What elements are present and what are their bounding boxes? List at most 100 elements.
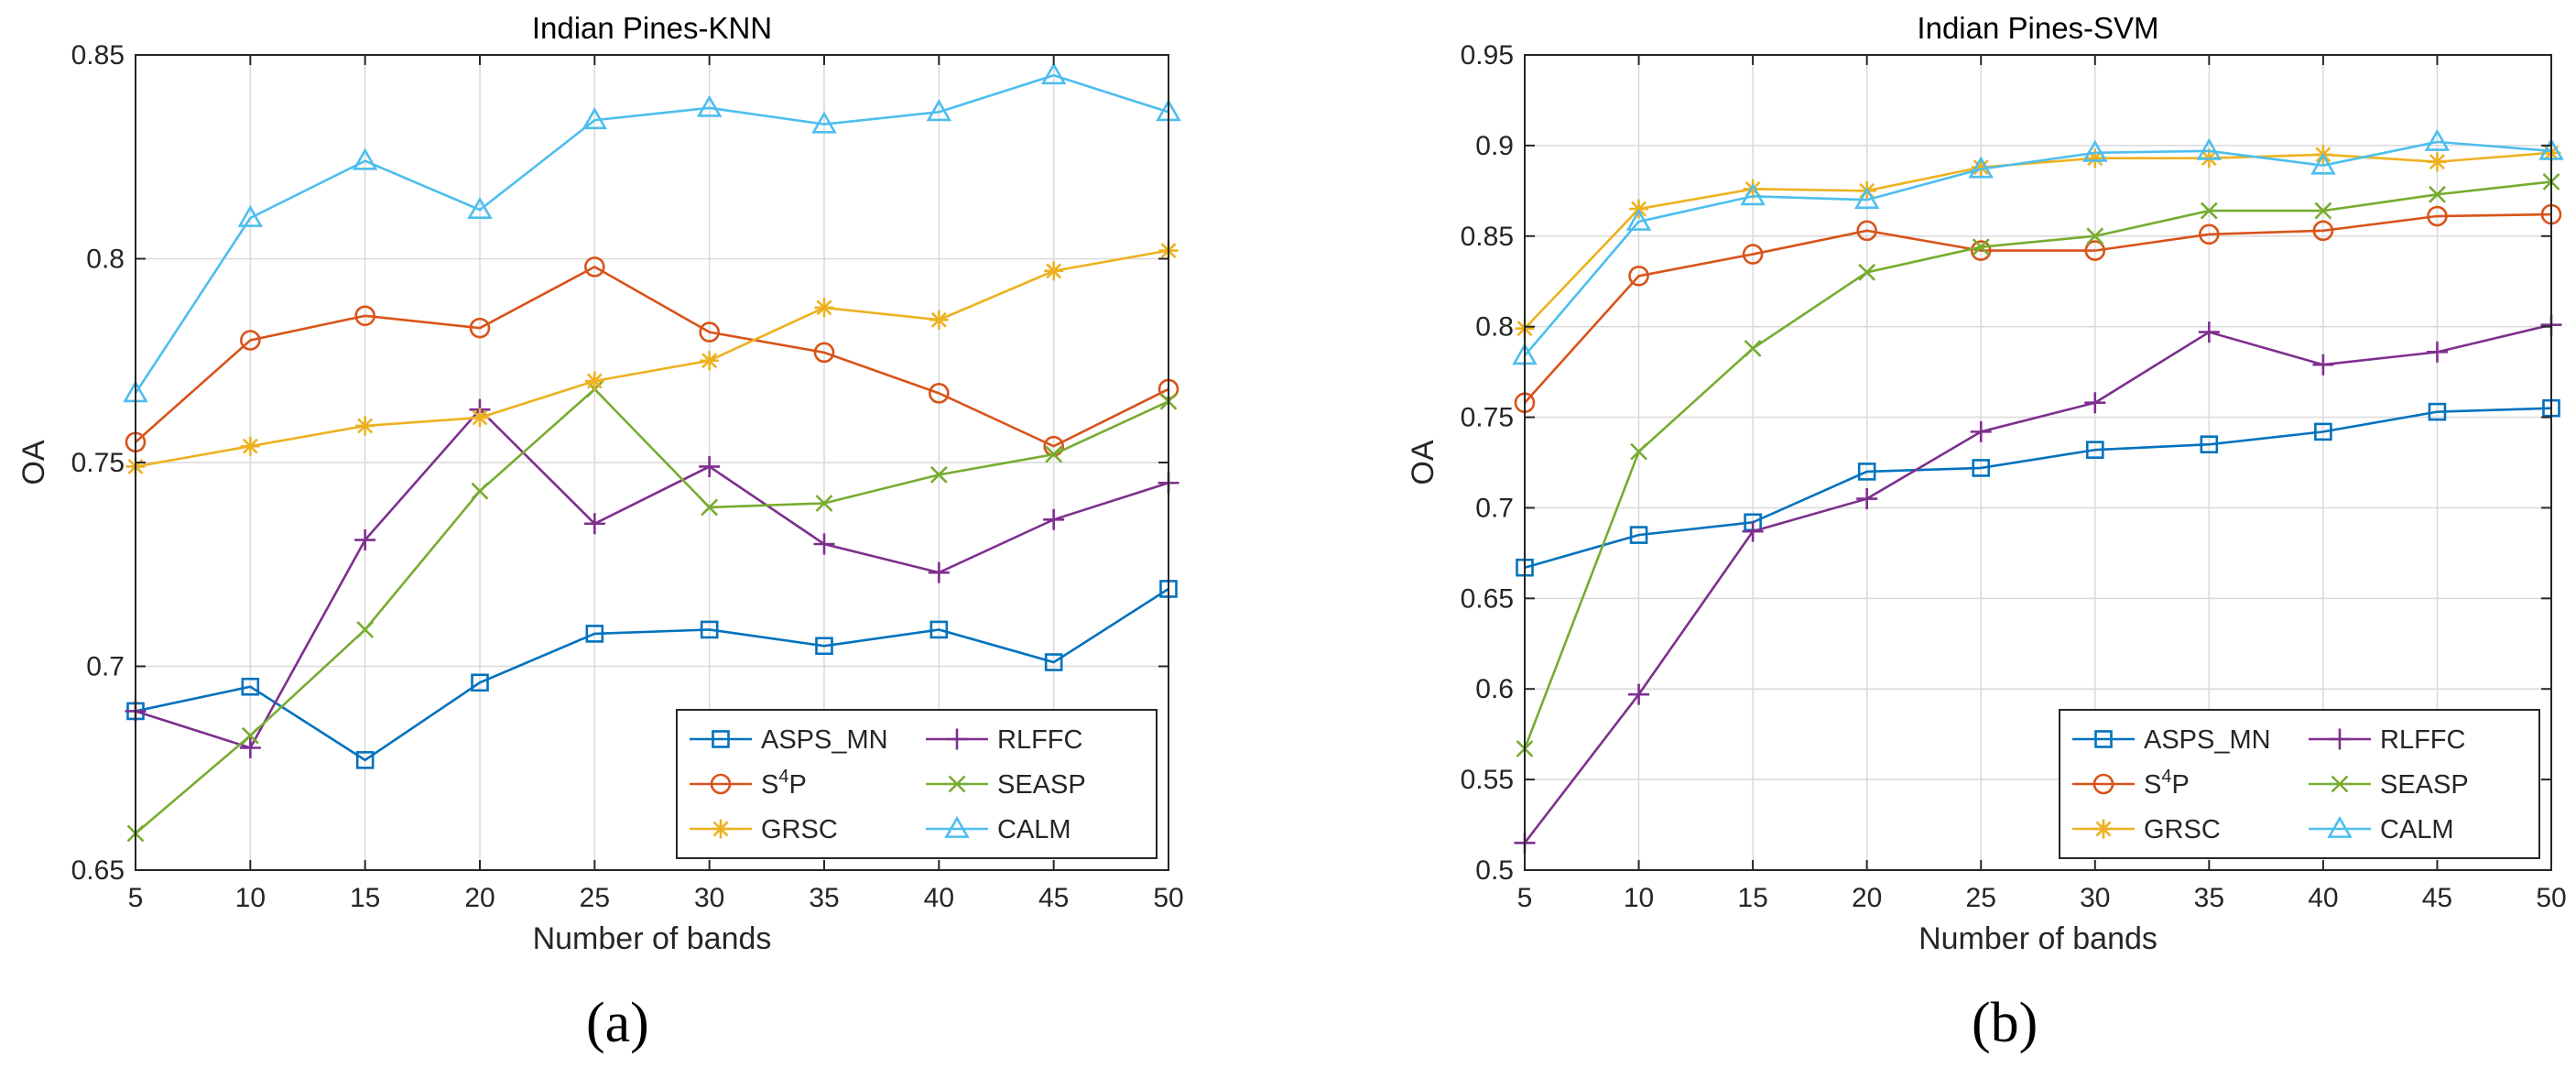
point-0-CALM-6 — [811, 111, 837, 134]
x-tick-label-1-9: 50 — [2536, 883, 2566, 913]
point-0-ASPS_MN-8 — [1044, 653, 1063, 671]
point-0-S4P-1 — [240, 330, 261, 351]
point-0-SEASP-5 — [701, 498, 719, 517]
legend-label-main: GRSC — [2144, 815, 2221, 844]
legend-label-1-CALM: CALM — [2380, 815, 2454, 844]
series-line-1-ASPS_MN — [1524, 407, 2552, 569]
point-1-ASPS_MN-6 — [2200, 435, 2219, 454]
y-tick-label-1-5: 0.75 — [1461, 403, 1514, 433]
point-1-ASPS_MN-8 — [2428, 402, 2447, 421]
point-0-S4P-3 — [469, 317, 491, 339]
y-tick-label-1-4: 0.7 — [1475, 493, 1514, 523]
point-0-ASPS_MN-1 — [241, 677, 260, 696]
legend-label-main: S — [761, 770, 778, 800]
point-0-GRSC-1 — [240, 436, 260, 456]
point-1-S4P-5 — [2084, 240, 2106, 261]
point-0-S4P-2 — [354, 305, 375, 327]
point-1-GRSC-8 — [2427, 152, 2447, 172]
point-0-ASPS_MN-2 — [355, 751, 375, 769]
legend-marker-1-GRSC — [2093, 819, 2114, 839]
point-1-RLFFC-2 — [1742, 520, 1764, 542]
legend-0: ASPS_MN RLFFC S4P SEASP GRSC CALM — [676, 709, 1158, 859]
legend-label-main: RLFFC — [997, 725, 1082, 755]
point-1-S4P-1 — [1628, 265, 1649, 287]
series-line-1-S4P — [1524, 212, 2552, 404]
x-tick-label-0-5: 30 — [694, 883, 724, 913]
legend-label-tail: P — [788, 770, 806, 800]
series-line-0-S4P — [135, 265, 1169, 448]
y-tick-label-0-3: 0.8 — [86, 245, 125, 275]
y-tick-label-1-0: 0.5 — [1475, 855, 1514, 886]
point-1-SEASP-8 — [2429, 185, 2446, 203]
point-0-CALM-1 — [237, 204, 264, 227]
legend-label-main: SEASP — [997, 770, 1086, 800]
legend-label-tail: P — [2171, 770, 2189, 800]
x-tick-label-1-3: 20 — [1852, 883, 1882, 913]
point-0-SEASP-3 — [471, 482, 489, 500]
point-0-SEASP-1 — [241, 726, 259, 745]
point-1-RLFFC-1 — [1628, 683, 1650, 705]
point-0-SEASP-8 — [1045, 445, 1063, 463]
legend-label-superscript: 4 — [2161, 767, 2171, 787]
point-0-RLFFC-8 — [1043, 508, 1065, 530]
point-1-CALM-3 — [1853, 187, 1880, 210]
point-0-CALM-3 — [467, 196, 493, 220]
legend-label-main: RLFFC — [2380, 725, 2465, 755]
point-0-GRSC-7 — [929, 310, 949, 330]
point-1-GRSC-5 — [2085, 148, 2105, 169]
point-0-RLFFC-6 — [813, 533, 835, 555]
legend-label-0-SEASP: SEASP — [997, 770, 1086, 800]
legend-marker-1-S4P — [2092, 773, 2114, 795]
legend-label-0-GRSC: GRSC — [761, 815, 838, 844]
chart-title-0: Indian Pines-KNN — [532, 11, 772, 45]
axes-box-1 — [1524, 54, 2552, 871]
x-tick-label-1-1: 10 — [1624, 883, 1654, 913]
x-tick-label-0-8: 45 — [1038, 883, 1069, 913]
y-tick-label-1-9: 0.95 — [1461, 40, 1514, 71]
panel-label-a: (a) — [586, 992, 649, 1054]
legend-marker-0-CALM — [944, 815, 970, 838]
point-1-CALM-5 — [2082, 139, 2108, 162]
series-line-0-RLFFC — [135, 408, 1169, 750]
point-1-SEASP-6 — [2200, 201, 2218, 220]
x-axis-label-0: Number of bands — [533, 921, 772, 956]
series-line-1-SEASP — [1523, 180, 2552, 749]
point-1-CALM-8 — [2424, 128, 2451, 151]
y-axis-label-1: OA — [1406, 440, 1440, 485]
point-0-GRSC-5 — [700, 351, 720, 371]
point-0-CALM-7 — [926, 99, 952, 122]
x-tick-label-1-8: 45 — [2422, 883, 2452, 913]
point-1-ASPS_MN-1 — [1629, 526, 1648, 544]
y-tick-label-0-1: 0.7 — [86, 652, 125, 682]
point-1-S4P-6 — [2199, 223, 2220, 245]
legend-marker-1-SEASP — [2331, 775, 2349, 793]
legend-label-main: CALM — [2380, 815, 2454, 844]
point-0-RLFFC-5 — [699, 455, 721, 477]
chart-1: 5 10 15 20 25 30 35 40 45 50 0.5 0.55 0.6 0.65 0.7 0.75… — [1406, 11, 2567, 956]
legend-label-0-RLFFC: RLFFC — [997, 725, 1082, 755]
legend-marker-0-RLFFC — [946, 728, 968, 750]
legend-label-1-S4P: S4P — [2144, 767, 2190, 800]
point-1-CALM-6 — [2196, 137, 2223, 160]
x-tick-label-1-7: 40 — [2308, 883, 2338, 913]
point-1-CALM-7 — [2310, 152, 2336, 175]
series-line-1-CALM — [1524, 140, 2552, 357]
point-1-GRSC-4 — [1971, 158, 1991, 178]
x-tick-label-1-6: 35 — [2194, 883, 2224, 913]
point-0-CALM-5 — [696, 94, 723, 117]
x-tick-label-0-6: 35 — [809, 883, 839, 913]
point-1-ASPS_MN-3 — [1857, 463, 1876, 481]
legend-label-0-S4P: S4P — [761, 767, 807, 800]
chart-title-1: Indian Pines-SVM — [1917, 11, 2158, 45]
panel-label-b: (b) — [1972, 992, 2038, 1054]
point-1-S4P-7 — [2312, 220, 2334, 242]
x-tick-label-1-5: 30 — [2080, 883, 2110, 913]
legend-label-main: ASPS_MN — [2144, 725, 2271, 755]
x-tick-label-1-0: 5 — [1517, 883, 1533, 913]
point-1-SEASP-5 — [2086, 227, 2104, 245]
y-tick-label-0-0: 0.65 — [71, 855, 125, 886]
point-0-SEASP-6 — [815, 495, 833, 512]
legend-label-main: CALM — [997, 815, 1071, 844]
legend-marker-0-ASPS_MN — [712, 730, 730, 748]
